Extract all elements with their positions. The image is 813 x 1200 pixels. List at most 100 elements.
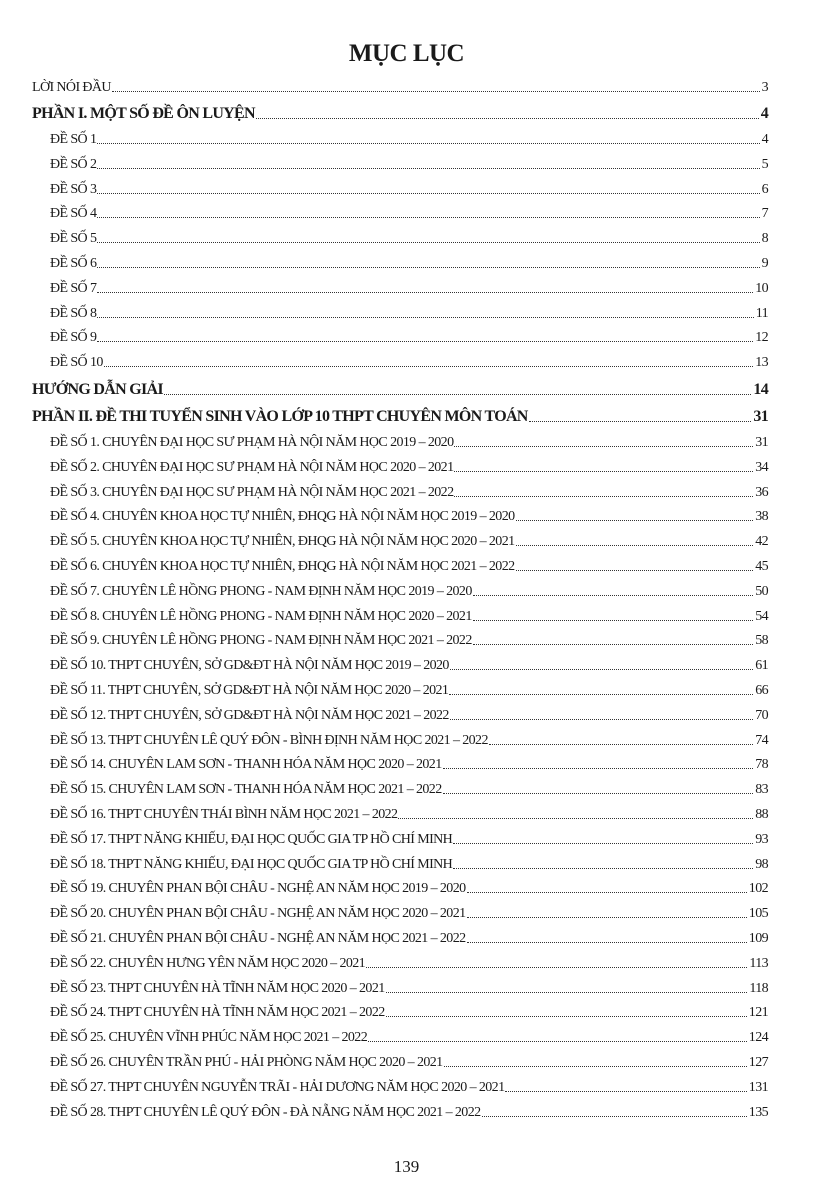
- toc-entry-label: ĐỀ SỐ 3: [50, 181, 98, 197]
- dot-leader: [97, 192, 760, 194]
- toc-entry-label: ĐỀ SỐ 18. THPT NĂNG KHIẾU, ĐẠI HỌC QUỐC …: [50, 856, 454, 872]
- toc-entry: ĐỀ SỐ 26. CHUYÊN TRẦN PHÚ - HẢI PHÒNG NĂ…: [32, 1045, 769, 1070]
- toc-entry: ĐỀ SỐ 27. THPT CHUYÊN NGUYỄN TRÃI - HẢI …: [32, 1070, 769, 1095]
- toc-entry: ĐỀ SỐ 3 6: [32, 172, 769, 197]
- toc-entry-label: ĐỀ SỐ 2: [50, 156, 98, 172]
- toc-entry-label: ĐỀ SỐ 24. THPT CHUYÊN HÀ TĨNH NĂM HỌC 20…: [50, 1005, 386, 1021]
- toc-entry: ĐỀ SỐ 25. CHUYÊN VĨNH PHÚC NĂM HỌC 2021 …: [32, 1020, 769, 1046]
- toc-entry: ĐỀ SỐ 2. CHUYÊN ĐẠI HỌC SƯ PHẠM HÀ NỘI N…: [32, 450, 769, 475]
- page-number: 139: [393, 1157, 420, 1176]
- toc-entry-page: 98: [753, 856, 769, 872]
- toc-entry-label: ĐỀ SỐ 9. CHUYÊN LÊ HỒNG PHONG - NAM ĐỊNH…: [50, 633, 473, 649]
- dot-leader: [454, 495, 754, 497]
- toc-entry-page: 109: [746, 931, 769, 946]
- toc-entry-page: 88: [753, 807, 769, 823]
- toc-entry: ĐỀ SỐ 7. CHUYÊN LÊ HỒNG PHONG - NAM ĐỊNH…: [32, 574, 769, 599]
- toc-entry-page: 10: [753, 280, 769, 296]
- toc-entry-page: 31: [753, 435, 769, 451]
- toc-entry-label: ĐỀ SỐ 1. CHUYÊN ĐẠI HỌC SƯ PHẠM HÀ NỘI N…: [50, 435, 455, 451]
- toc-entry-page: 34: [753, 459, 769, 475]
- toc-entry: ĐỀ SỐ 2 5: [32, 147, 769, 172]
- dot-leader: [449, 694, 754, 696]
- toc-entry: PHẦN II. ĐỀ THI TUYỂN SINH VÀO LỚP 10 TH…: [32, 398, 769, 426]
- toc-entry-label: ĐỀ SỐ 6: [50, 256, 98, 272]
- dot-leader: [111, 90, 760, 92]
- toc-entry: ĐỀ SỐ 8. CHUYÊN LÊ HỒNG PHONG - NAM ĐỊNH…: [32, 599, 769, 624]
- toc-entry-label: LỜI NÓI ĐẦU: [32, 79, 112, 95]
- dot-leader: [472, 594, 754, 596]
- toc-entry-page: 6: [759, 181, 769, 197]
- toc-entry-label: ĐỀ SỐ 8. CHUYÊN LÊ HỒNG PHONG - NAM ĐỊNH…: [50, 608, 473, 624]
- toc-entry: ĐỀ SỐ 4. CHUYÊN KHOA HỌC TỰ NHIÊN, ĐHQG …: [32, 500, 769, 525]
- toc-entry-label: ĐỀ SỐ 25. CHUYÊN VĨNH PHÚC NĂM HỌC 2021 …: [50, 1030, 369, 1046]
- toc-entry-page: 127: [746, 1054, 769, 1070]
- toc-entry-label: ĐỀ SỐ 1: [50, 132, 98, 148]
- toc-entry-label: ĐỀ SỐ 7. CHUYÊN LÊ HỒNG PHONG - NAM ĐỊNH…: [50, 583, 473, 599]
- toc-entry-label: ĐỀ SỐ 20. CHUYÊN PHAN BỘI CHÂU - NGHỆ AN…: [50, 906, 467, 922]
- dot-leader: [528, 421, 752, 423]
- toc-entry: ĐỀ SỐ 5 8: [32, 221, 769, 247]
- toc-entry-label: ĐỀ SỐ 4. CHUYÊN KHOA HỌC TỰ NHIÊN, ĐHQG …: [50, 509, 516, 525]
- toc-entry-label: ĐỀ SỐ 4: [50, 206, 98, 222]
- toc-entry-label: ĐỀ SỐ 5. CHUYÊN KHOA HỌC TỰ NHIÊN, ĐHQG …: [50, 534, 516, 550]
- toc-entry: ĐỀ SỐ 20. CHUYÊN PHAN BỘI CHÂU - NGHỆ AN…: [32, 896, 769, 922]
- dot-leader: [466, 892, 747, 894]
- toc-entry-page: 38: [753, 509, 769, 525]
- toc-entry: ĐỀ SỐ 1. CHUYÊN ĐẠI HỌC SƯ PHẠM HÀ NỘI N…: [32, 425, 769, 451]
- toc-entry-page: 14: [751, 380, 769, 398]
- dot-leader: [97, 316, 754, 318]
- toc-entry: ĐỀ SỐ 13. THPT CHUYÊN LÊ QUÝ ĐÔN - BÌNH …: [32, 723, 769, 748]
- toc-entry-page: 4: [759, 132, 769, 148]
- dot-leader: [449, 718, 754, 720]
- toc-entry: ĐỀ SỐ 6. CHUYÊN KHOA HỌC TỰ NHIÊN, ĐHQG …: [32, 549, 769, 575]
- toc-entry-label: ĐỀ SỐ 22. CHUYÊN HƯNG YÊN NĂM HỌC 2020 –…: [50, 955, 367, 971]
- toc-entry: PHẦN I. MỘT SỐ ĐỀ ÔN LUYỆN 4: [32, 95, 769, 123]
- dot-leader: [515, 545, 754, 547]
- toc-entry: ĐỀ SỐ 22. CHUYÊN HƯNG YÊN NĂM HỌC 2020 –…: [32, 946, 769, 971]
- toc-entry: ĐỀ SỐ 6 9: [32, 246, 769, 272]
- toc-entry-page: 4: [758, 105, 769, 123]
- page-title: MỤC LỤC: [348, 40, 465, 67]
- toc-entry-label: ĐỀ SỐ 26. CHUYÊN TRẦN PHÚ - HẢI PHÒNG NĂ…: [50, 1054, 444, 1070]
- toc-entry-page: 74: [753, 732, 769, 748]
- dot-leader: [454, 446, 754, 448]
- toc-entry-page: 93: [753, 831, 769, 847]
- toc-entry-label: ĐỀ SỐ 27. THPT CHUYÊN NGUYỄN TRÃI - HẢI …: [50, 1079, 506, 1095]
- toc-entry-page: 118: [747, 980, 769, 996]
- dot-leader: [103, 366, 754, 368]
- toc-entry: ĐỀ SỐ 7 10: [32, 271, 769, 296]
- dot-leader: [97, 291, 754, 293]
- toc-entry: ĐỀ SỐ 11. THPT CHUYÊN, SỞ GD&ĐT HÀ NỘI N…: [32, 673, 769, 699]
- toc-entry: ĐỀ SỐ 10 13: [32, 345, 769, 371]
- table-of-contents: LỜI NÓI ĐẦU 3 PHẦN I. MỘT SỐ ĐỀ ÔN LUYỆN 4 Đ…: [32, 70, 769, 1120]
- dot-leader: [453, 867, 754, 869]
- toc-entry-page: 12: [753, 330, 769, 346]
- dot-leader: [97, 267, 760, 269]
- toc-entry-label: ĐỀ SỐ 14. CHUYÊN LAM SƠN - THANH HÓA NĂM…: [50, 757, 443, 773]
- toc-entry-page: 9: [759, 256, 769, 272]
- toc-entry-label: ĐỀ SỐ 10. THPT CHUYÊN, SỞ GD&ĐT HÀ NỘI N…: [50, 658, 450, 674]
- toc-entry: ĐỀ SỐ 17. THPT NĂNG KHIẾU, ĐẠI HỌC QUỐC …: [32, 822, 769, 847]
- toc-entry-page: 45: [753, 559, 769, 575]
- toc-entry: HƯỚNG DẪN GIẢI 14: [32, 370, 769, 398]
- toc-entry-label: HƯỚNG DẪN GIẢI: [32, 380, 164, 398]
- toc-entry: ĐỀ SỐ 9. CHUYÊN LÊ HỒNG PHONG - NAM ĐỊNH…: [32, 624, 769, 649]
- toc-entry: ĐỀ SỐ 15. CHUYÊN LAM SƠN - THANH HÓA NĂM…: [32, 772, 769, 798]
- toc-entry-page: 131: [746, 1079, 769, 1095]
- dot-leader: [515, 520, 754, 522]
- toc-entry: ĐỀ SỐ 10. THPT CHUYÊN, SỞ GD&ĐT HÀ NỘI N…: [32, 648, 769, 674]
- toc-entry-page: 58: [753, 633, 769, 649]
- toc-entry-label: ĐỀ SỐ 7: [50, 280, 98, 296]
- toc-entry-label: ĐỀ SỐ 6. CHUYÊN KHOA HỌC TỰ NHIÊN, ĐHQG …: [50, 559, 516, 575]
- toc-entry-label: ĐỀ SỐ 2. CHUYÊN ĐẠI HỌC SƯ PHẠM HÀ NỘI N…: [50, 459, 455, 475]
- toc-entry: ĐỀ SỐ 14. CHUYÊN LAM SƠN - THANH HÓA NĂM…: [32, 748, 769, 773]
- dot-leader: [385, 991, 748, 993]
- toc-entry-page: 36: [753, 484, 769, 500]
- dot-leader: [443, 1065, 747, 1067]
- toc-entry-page: 8: [759, 231, 769, 247]
- dot-leader: [366, 966, 748, 968]
- toc-entry-label: ĐỀ SỐ 8: [50, 305, 98, 321]
- toc-entry-page: 7: [759, 206, 769, 222]
- toc-entry: ĐỀ SỐ 18. THPT NĂNG KHIẾU, ĐẠI HỌC QUỐC …: [32, 847, 769, 872]
- toc-entry-label: ĐỀ SỐ 13. THPT CHUYÊN LÊ QUÝ ĐÔN - BÌNH …: [50, 732, 489, 748]
